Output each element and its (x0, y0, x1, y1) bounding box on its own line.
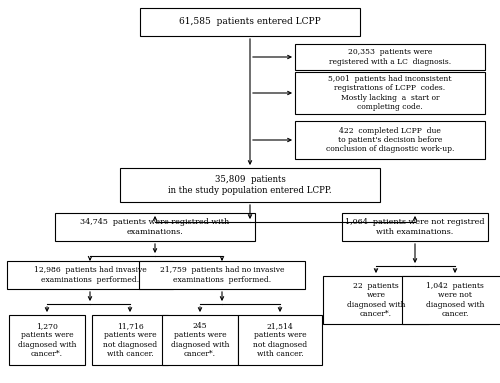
Text: 5,001  patients had inconsistent
registrations of LCPP  codes.
Mostly lacking  a: 5,001 patients had inconsistent registra… (328, 75, 452, 111)
Bar (295, 121, 485, 159)
Bar (342, 213, 488, 241)
Text: 22  patients
were
diagnosed with
cancer*.: 22 patients were diagnosed with cancer*. (347, 282, 405, 318)
Bar (7, 261, 173, 289)
Bar (92, 315, 168, 365)
Text: 12,986  patients had invasive
examinations  performed.: 12,986 patients had invasive examination… (34, 267, 146, 283)
Bar (295, 44, 485, 70)
Text: 35,809  patients
in the study population entered LCPP.: 35,809 patients in the study population … (168, 175, 332, 195)
Bar (295, 72, 485, 114)
Bar (140, 8, 360, 36)
Text: 21,759  patients had no invasive
examinations  performed.: 21,759 patients had no invasive examinat… (160, 267, 284, 283)
Bar (55, 213, 255, 241)
Bar (323, 276, 429, 324)
Text: 422  completed LCPP  due
to patient's decision before
conclusion of diagnostic w: 422 completed LCPP due to patient's deci… (326, 127, 454, 153)
Bar (402, 276, 500, 324)
Text: 11,716
patients were
not diagnosed
with cancer.: 11,716 patients were not diagnosed with … (103, 322, 157, 358)
Text: 61,585  patients entered LCPP: 61,585 patients entered LCPP (179, 18, 321, 26)
Text: 21,514
patients were
not diagnosed
with cancer.: 21,514 patients were not diagnosed with … (253, 322, 307, 358)
Bar (139, 261, 305, 289)
Bar (9, 315, 85, 365)
Bar (120, 168, 380, 202)
Text: 20,353  patients were
registered with a LC  diagnosis.: 20,353 patients were registered with a L… (329, 48, 451, 65)
Bar (162, 315, 238, 365)
Text: 34,745  patients were registred with
examinations.: 34,745 patients were registred with exam… (80, 218, 230, 236)
Bar (238, 315, 322, 365)
Text: 245
patients were
diagnosed with
cancer*.: 245 patients were diagnosed with cancer*… (171, 322, 229, 358)
Text: 1,064  patients were not registred
with examinations.: 1,064 patients were not registred with e… (345, 218, 485, 236)
Text: 1,042  patients
were not
diagnosed with
cancer.: 1,042 patients were not diagnosed with c… (426, 282, 484, 318)
Text: 1,270
patients were
diagnosed with
cancer*.: 1,270 patients were diagnosed with cance… (18, 322, 76, 358)
